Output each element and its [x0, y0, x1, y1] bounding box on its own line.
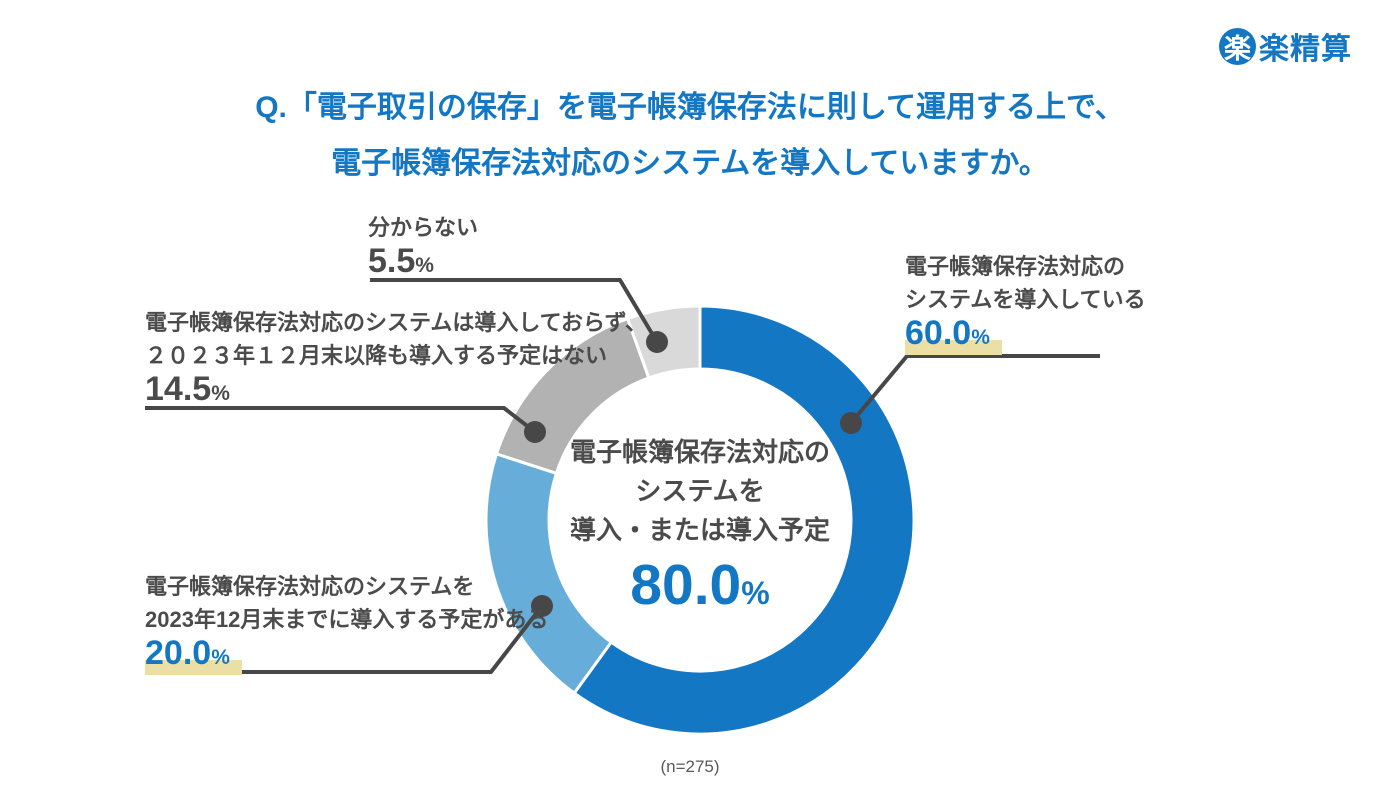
question-title-line1: Q.「電子取引の保存」を電子帳簿保存法に則して運用する上で、	[255, 91, 1125, 124]
callout-installed-label-line2: システムを導入している	[905, 287, 1146, 312]
sample-size-note: (n=275)	[660, 757, 720, 776]
center-line1: 電子帳簿保存法対応の	[569, 437, 830, 467]
callout-no-plan-label-line2: ２０２３年１２月末以降も導入する予定はない	[145, 343, 608, 368]
callout-no-plan-value: 14.5%	[145, 370, 230, 408]
callout-installed: 電子帳簿保存法対応の システムを導入している 60.0%	[905, 250, 1146, 355]
logo-text: 楽精算	[1259, 33, 1352, 66]
callout-unknown-label: 分からない	[368, 215, 479, 240]
center-total-value: 80.0%	[630, 553, 770, 617]
callout-unknown-value: 5.5%	[368, 242, 434, 280]
question-title-line2: 電子帳簿保存法対応のシステムを導入していますか。	[331, 147, 1049, 180]
callout-planned: 電子帳簿保存法対応のシステムを 2023年12月末までに導入する予定がある 20…	[145, 570, 548, 675]
callout-planned-label-line2: 2023年12月末までに導入する予定がある	[145, 607, 549, 632]
question-title: Q.「電子取引の保存」を電子帳簿保存法に則して運用する上で、 電子帳簿保存法対応…	[0, 80, 1380, 192]
callout-planned-value: 20.0%	[145, 636, 548, 675]
callout-planned-label-line1: 電子帳簿保存法対応のシステムを	[145, 574, 475, 599]
donut-center-annotation: 電子帳簿保存法対応の システムを 導入・または導入予定 80.0%	[530, 433, 870, 626]
callout-no-plan-label-line1: 電子帳簿保存法対応のシステムは導入しておらず、	[145, 310, 648, 335]
callout-installed-label-line1: 電子帳簿保存法対応の	[905, 254, 1126, 279]
donut-segment-1	[572, 304, 916, 736]
callout-no-plan: 電子帳簿保存法対応のシステムは導入しておらず、 ２０２３年１２月末以降も導入する…	[145, 306, 647, 411]
center-line2: システムを	[635, 476, 765, 506]
center-line3: 導入・または導入予定	[569, 515, 830, 545]
callout-installed-value: 60.0%	[905, 316, 1146, 355]
callout-unknown: 分からない 5.5%	[368, 211, 478, 283]
logo-circle-icon: 楽	[1219, 27, 1256, 65]
rakuraku-seisan-logo: 楽 楽精算	[1219, 24, 1352, 68]
leader-line-14_5	[145, 406, 537, 434]
